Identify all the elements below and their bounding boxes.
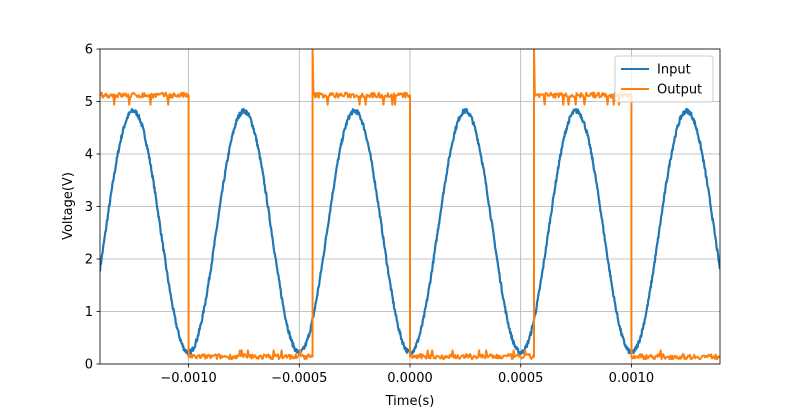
legend-label-output: Output xyxy=(657,83,702,98)
legend-box xyxy=(614,55,714,103)
y-tick-label: 0 xyxy=(85,358,93,373)
ticks: −0.0010 −0.0005 0.0000 0.0005 0.0010 0 1 2 3 4 5 6 xyxy=(85,43,654,387)
legend-label-input: Input xyxy=(657,63,691,78)
y-tick-label: 6 xyxy=(85,43,93,58)
x-tick-label: 0.0000 xyxy=(387,371,433,386)
y-tick-label: 3 xyxy=(85,200,93,215)
x-tick-label: −0.0005 xyxy=(271,371,327,386)
x-axis-label: Time(s) xyxy=(385,394,435,409)
y-tick-label: 5 xyxy=(85,95,93,110)
x-tick-label: 0.0010 xyxy=(609,371,655,386)
y-tick-label: 1 xyxy=(85,305,93,320)
x-tick-label: 0.0005 xyxy=(498,371,544,386)
y-tick-label: 4 xyxy=(85,148,93,163)
x-tick-label: −0.0010 xyxy=(160,371,216,386)
y-tick-label: 2 xyxy=(85,253,93,268)
y-axis-label: Voltage(V) xyxy=(61,172,76,240)
legend: Input Output xyxy=(614,55,714,103)
